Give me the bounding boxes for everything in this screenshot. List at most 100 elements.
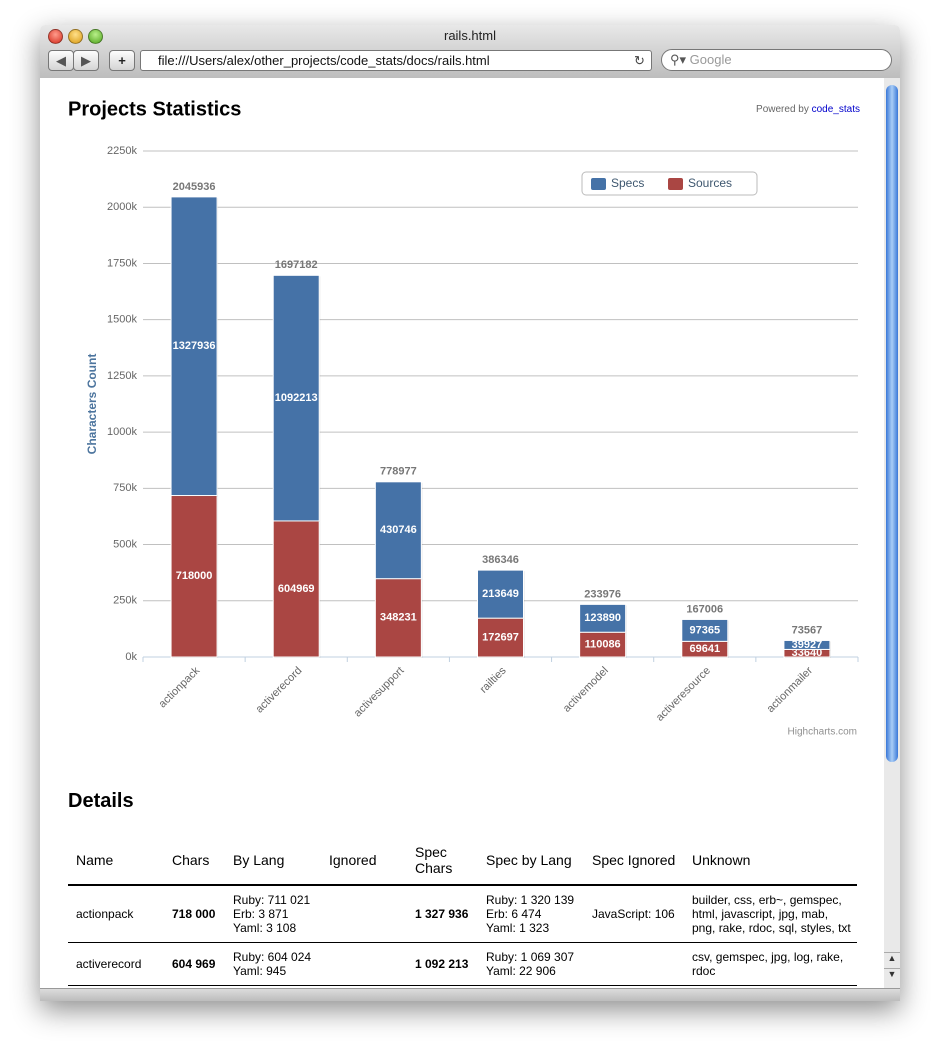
table-cell bbox=[321, 942, 407, 986]
window-title: rails.html bbox=[443, 28, 496, 43]
cell-line: Ruby: 1 069 307 bbox=[486, 950, 575, 964]
data-label: 172697 bbox=[482, 631, 519, 643]
table-cell: JavaScript: 106 bbox=[584, 885, 684, 943]
table-cell: csv, gemspec, jpg, log, rake, rdoc bbox=[684, 942, 857, 986]
y-tick-label: 1250k bbox=[107, 370, 137, 382]
browser-window: rails.html ◀ ▶ + file:///Users/alex/othe… bbox=[40, 25, 900, 1001]
column-header: Ignored bbox=[321, 836, 407, 886]
cell-line: Erb: 6 474 bbox=[486, 907, 542, 921]
y-tick-label: 500k bbox=[113, 538, 137, 550]
add-bookmark-button[interactable]: + bbox=[109, 50, 135, 71]
stack-total-label: 73567 bbox=[792, 624, 823, 636]
bar-segment bbox=[170, 495, 218, 658]
scroll-up[interactable]: ▲ bbox=[884, 952, 900, 968]
search-placeholder: Google bbox=[689, 52, 732, 67]
bar-segment bbox=[477, 617, 524, 658]
web-content: Projects Statistics Powered by code_stat… bbox=[40, 78, 884, 988]
table-cell: Ruby: 711 021 Erb: 3 871 Yaml: 3 108 bbox=[225, 885, 321, 943]
table-row: activerecord 604 969 Ruby: 604 024 Yaml: 94… bbox=[68, 942, 857, 986]
cell-line: Ruby: 711 021 bbox=[233, 893, 311, 907]
data-label: 718000 bbox=[176, 570, 213, 582]
zoom-button[interactable] bbox=[88, 29, 103, 44]
stack-total-label: 233976 bbox=[584, 588, 621, 600]
page-heading: Projects Statistics bbox=[68, 98, 241, 120]
data-label: 1327936 bbox=[173, 340, 216, 352]
table-cell bbox=[584, 942, 684, 986]
scrollbar[interactable]: ▲ ▼ bbox=[884, 78, 900, 988]
table-cell bbox=[321, 885, 407, 943]
table-cell: activerecord bbox=[68, 942, 164, 986]
table-header-row: Name Chars By Lang Ignored Spec Chars Spec by… bbox=[68, 836, 857, 886]
data-label: 97365 bbox=[689, 624, 720, 636]
data-label: 348231 bbox=[380, 612, 417, 624]
x-tick-label: activesupport bbox=[352, 665, 407, 720]
legend-label: Specs bbox=[611, 176, 644, 190]
cell-line: Yaml: 22 906 bbox=[486, 964, 556, 978]
minimize-button[interactable] bbox=[68, 29, 83, 44]
bar-segment bbox=[272, 520, 320, 658]
stack-total-label: 778977 bbox=[380, 466, 417, 478]
scroll-thumb[interactable] bbox=[886, 85, 898, 762]
y-tick-label: 250k bbox=[113, 595, 137, 607]
table-cell: Ruby: 1 320 139 Erb: 6 474 Yaml: 1 323 bbox=[478, 885, 584, 943]
legend-swatch[interactable] bbox=[591, 178, 606, 190]
close-button[interactable] bbox=[48, 29, 63, 44]
details-table: Name Chars By Lang Ignored Spec Chars Spec by… bbox=[68, 836, 857, 986]
chart: Projects Statistics Powered by code_stat… bbox=[68, 98, 860, 738]
x-tick-label: actionmailer bbox=[765, 664, 816, 715]
cell-line: Ruby: 604 024 bbox=[233, 950, 312, 964]
cell-line: Yaml: 3 108 bbox=[233, 921, 297, 935]
forward-button[interactable]: ▶ bbox=[73, 50, 99, 71]
legend-swatch[interactable] bbox=[668, 178, 683, 190]
cell-line: Yaml: 945 bbox=[233, 964, 287, 978]
column-header: By Lang bbox=[225, 836, 321, 886]
table-cell: Ruby: 1 069 307 Yaml: 22 906 bbox=[478, 942, 584, 986]
data-label: 33640 bbox=[792, 647, 823, 659]
column-header: Unknown bbox=[684, 836, 857, 886]
bar-segment bbox=[681, 618, 729, 642]
data-label: 213649 bbox=[482, 588, 519, 600]
x-tick-label: actionpack bbox=[157, 664, 203, 710]
scroll-down[interactable]: ▼ bbox=[884, 968, 900, 984]
data-label: 123890 bbox=[584, 612, 621, 624]
data-label: 69641 bbox=[689, 643, 720, 655]
y-tick-label: 1750k bbox=[107, 257, 137, 269]
data-label: 604969 bbox=[278, 583, 315, 595]
data-label: 1092213 bbox=[275, 392, 318, 404]
bar-segment bbox=[477, 569, 524, 619]
table-row: actionpack 718 000 Ruby: 711 021 Erb: 3 871… bbox=[68, 885, 857, 943]
column-header: Chars bbox=[164, 836, 225, 886]
cell-line: Yaml: 1 323 bbox=[486, 921, 550, 935]
y-axis-title: Characters Count bbox=[85, 354, 99, 455]
bar-segment bbox=[170, 196, 218, 497]
back-button[interactable]: ◀ bbox=[48, 50, 74, 71]
status-bar bbox=[40, 988, 900, 1001]
x-tick-label: activerecord bbox=[254, 665, 305, 716]
search-field[interactable]: ⚲▾ Google bbox=[661, 49, 892, 71]
bar-segment bbox=[783, 639, 831, 650]
reload-icon[interactable]: ↻ bbox=[634, 53, 645, 68]
stack-total-label: 2045936 bbox=[173, 181, 216, 193]
stack-total-label: 167006 bbox=[686, 603, 723, 615]
data-label: 430746 bbox=[380, 524, 417, 536]
column-header: Spec Chars bbox=[407, 836, 478, 886]
y-tick-label: 0k bbox=[125, 651, 137, 663]
details-heading: Details bbox=[68, 790, 134, 812]
data-label: 110086 bbox=[585, 639, 621, 651]
powered-by-text: Powered by bbox=[756, 104, 809, 115]
y-tick-label: 750k bbox=[113, 482, 137, 494]
y-tick-label: 2000k bbox=[107, 201, 137, 213]
toolbar: rails.html ◀ ▶ + file:///Users/alex/othe… bbox=[40, 25, 900, 79]
stack-total-label: 1697182 bbox=[275, 259, 318, 271]
bar-segment bbox=[579, 603, 627, 633]
powered-by: Powered by code_stats bbox=[756, 104, 860, 115]
table-cell: builder, css, erb~, gemspec, html, javas… bbox=[684, 885, 857, 943]
code-stats-link[interactable]: code_stats bbox=[812, 104, 860, 115]
x-tick-label: activemodel bbox=[561, 665, 611, 715]
table-body: actionpack 718 000 Ruby: 711 021 Erb: 3 871… bbox=[68, 885, 857, 986]
stack-total-label: 386346 bbox=[482, 554, 519, 566]
url-text: file:///Users/alex/other_projects/code_s… bbox=[158, 53, 490, 68]
chart-credits[interactable]: Highcharts.com bbox=[788, 727, 857, 738]
table-cell: 604 969 bbox=[164, 942, 225, 986]
address-bar[interactable]: file:///Users/alex/other_projects/code_s… bbox=[140, 50, 652, 71]
